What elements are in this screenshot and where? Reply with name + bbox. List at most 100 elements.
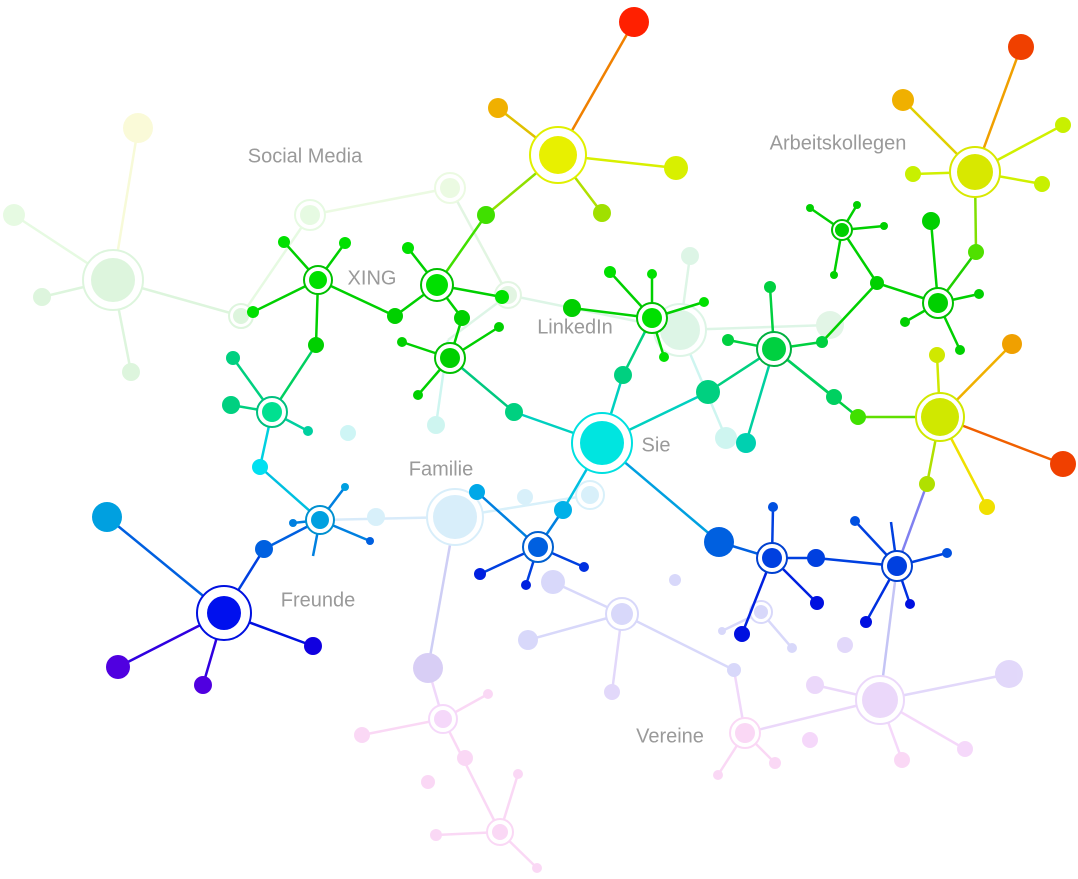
node <box>339 237 351 249</box>
node <box>494 322 504 332</box>
group-label: XING <box>348 267 397 289</box>
edge <box>41 278 114 299</box>
node <box>252 459 268 475</box>
node <box>919 476 935 492</box>
node <box>735 723 755 743</box>
node <box>513 769 523 779</box>
node <box>518 630 538 650</box>
edge <box>678 255 692 331</box>
node <box>492 824 508 840</box>
node <box>262 402 282 422</box>
node <box>194 676 212 694</box>
node-ring <box>605 597 639 631</box>
node <box>894 752 910 768</box>
node <box>1034 176 1050 192</box>
node-ring <box>426 488 484 546</box>
node <box>611 603 633 625</box>
node <box>718 627 726 635</box>
node-ring <box>575 480 605 510</box>
edges <box>106 21 1064 686</box>
node <box>619 7 649 37</box>
node <box>768 502 778 512</box>
node <box>979 499 995 515</box>
node <box>614 366 632 384</box>
edge <box>679 323 831 332</box>
node <box>477 206 495 224</box>
node <box>541 570 565 594</box>
edge <box>879 672 1010 702</box>
node <box>764 281 776 293</box>
node <box>722 334 734 346</box>
node <box>304 637 322 655</box>
node-ring <box>729 717 761 749</box>
edge <box>426 516 457 669</box>
node <box>604 266 616 278</box>
node <box>469 484 485 500</box>
edge <box>732 669 747 734</box>
edge <box>441 718 502 833</box>
node <box>830 271 838 279</box>
node <box>354 727 370 743</box>
node <box>433 495 477 539</box>
group-label: Sie <box>642 434 671 456</box>
node <box>826 389 842 405</box>
node <box>426 274 448 296</box>
edge <box>309 186 451 217</box>
edge <box>744 732 776 764</box>
node <box>802 732 818 748</box>
node <box>91 258 135 302</box>
edge <box>442 692 489 721</box>
node <box>860 616 872 628</box>
node <box>539 136 577 174</box>
edge <box>448 187 510 296</box>
edge <box>239 214 312 317</box>
node <box>474 568 486 580</box>
node <box>517 489 533 505</box>
node <box>440 178 460 198</box>
labels: Social Media Arbeitskollegen XING Linked… <box>248 132 907 747</box>
node <box>806 204 814 212</box>
node <box>92 502 122 532</box>
node-ring <box>428 704 458 734</box>
edge <box>814 683 881 702</box>
node <box>308 337 324 353</box>
node <box>664 156 688 180</box>
node <box>957 154 993 190</box>
node <box>303 426 313 436</box>
group-label: Familie <box>409 458 473 480</box>
node <box>341 483 349 491</box>
edge <box>878 565 899 701</box>
node <box>247 306 259 318</box>
node <box>816 336 828 348</box>
node <box>532 863 542 873</box>
nodes <box>92 7 1076 694</box>
node-ring <box>434 172 466 204</box>
node <box>579 562 589 572</box>
edge <box>610 613 624 693</box>
node <box>580 421 624 465</box>
faded-network <box>3 113 1023 873</box>
edge <box>319 515 456 522</box>
node <box>226 351 240 365</box>
node <box>754 605 768 619</box>
node <box>483 689 493 699</box>
node <box>659 352 669 362</box>
node <box>905 166 921 182</box>
edge <box>454 493 591 519</box>
node <box>810 596 824 610</box>
node <box>413 653 443 683</box>
node <box>1008 34 1034 60</box>
node <box>123 113 153 143</box>
edge <box>716 732 747 776</box>
node <box>367 508 385 526</box>
node <box>1002 334 1022 354</box>
node <box>928 293 948 313</box>
edge <box>879 698 966 751</box>
node <box>528 537 548 557</box>
edge <box>112 278 242 318</box>
node <box>905 599 915 609</box>
edge <box>552 580 623 616</box>
node <box>922 212 940 230</box>
node <box>604 684 620 700</box>
